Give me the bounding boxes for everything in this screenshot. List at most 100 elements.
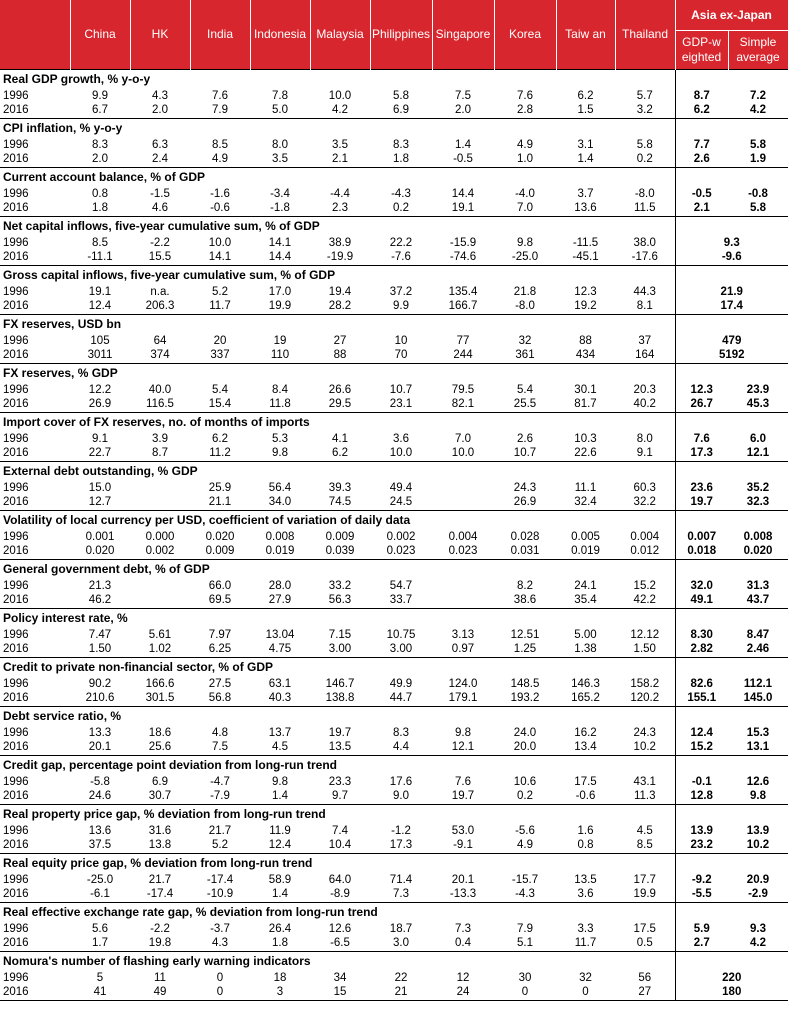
cell-thailand: 0.004 — [630, 530, 660, 543]
cell-india: 5.2 — [212, 839, 228, 852]
table-row: 2016 2.0 2.4 4.9 3.5 2.1 1.8 -0.5 1.0 1.4 0.2 2.6 1.… — [0, 152, 788, 167]
section-title-agg-spacer — [674, 215, 788, 235]
section-header: Net capital inflows, five-year cumulativ… — [0, 215, 788, 235]
cell-hk: 206.3 — [145, 300, 175, 313]
cell-hk: 301.5 — [145, 692, 175, 705]
section-title: Real GDP growth, % y-o-y — [0, 68, 675, 88]
table-row: 2016 6.7 2.0 7.9 5.0 4.2 6.9 2.0 2.8 1.5 3.2 6.2 4.2 — [0, 103, 788, 118]
cell-taiwan: 88 — [579, 334, 592, 347]
cell-taiwan: 19.2 — [574, 300, 597, 313]
cell-gdp-weighted: 2.82 — [674, 642, 728, 657]
table-row: 1996 -25.0 21.7 -17.4 58.9 64.0 71.4 20.1 -15.7 1… — [0, 872, 788, 887]
cell-thailand: 9.1 — [636, 447, 653, 460]
cell-korea: 10.7 — [513, 447, 537, 460]
cell-china: 13.3 — [88, 726, 112, 739]
cell-gdp-weighted: 26.7 — [674, 397, 728, 412]
cell-taiwan: 11.1 — [574, 481, 597, 494]
cell-hk: 21.7 — [148, 873, 172, 886]
cell-philippines: 44.7 — [389, 692, 413, 705]
cell-hk: 3.9 — [152, 432, 168, 445]
row-year: 2016 — [3, 594, 29, 607]
cell-indonesia: 28.0 — [268, 579, 292, 592]
cell-malaysia: 34 — [333, 971, 347, 984]
cell-gdp-weighted: 7.7 — [674, 137, 728, 152]
cell-indonesia: 34.0 — [268, 496, 292, 509]
table-row: 2016 1.7 19.8 4.3 1.8 -6.5 3.0 0.4 5.1 11.7 0.5 2.7… — [0, 936, 788, 951]
table-row: 2016 12.4 206.3 11.7 19.9 28.2 9.9 166.7 -8.0 19.… — [0, 299, 788, 314]
cell-china: 13.6 — [88, 824, 112, 837]
cell-indonesia: 26.4 — [268, 922, 292, 935]
cell-india: 56.8 — [208, 692, 232, 705]
cell-singapore: 179.1 — [448, 692, 478, 705]
row-year: 2016 — [3, 692, 29, 705]
cell-korea: -15.7 — [511, 873, 539, 886]
cell-gdp-weighted: -5.5 — [674, 887, 728, 902]
data-table: China HK India Indonesia Malaysia Philip… — [0, 0, 788, 1001]
cell-korea: 7.6 — [517, 89, 533, 102]
cell-korea: 5.4 — [517, 383, 533, 396]
cell-thailand: 8.1 — [636, 300, 653, 313]
row-year: 1996 — [3, 677, 29, 690]
table-row: 1996 0.001 0.000 0.020 0.008 0.009 0.002 0.004 0… — [0, 529, 788, 544]
cell-gdp-weighted: -0.5 — [674, 186, 728, 201]
cell-hk: -1.5 — [150, 187, 170, 200]
cell-simple-average: 6.0 — [750, 432, 766, 445]
table-row: 1996 8.3 6.3 8.5 8.0 3.5 8.3 1.4 4.9 3.1 5.8 7.7 5.8 — [0, 137, 788, 152]
header-country-india: India — [190, 0, 251, 69]
row-year: 1996 — [3, 873, 29, 886]
cell-hk: n.a. — [150, 285, 170, 298]
cell-indonesia: 13.7 — [268, 726, 292, 739]
cell-korea: 361 — [515, 349, 535, 362]
cell-india: 27.5 — [208, 677, 232, 690]
section-title-agg-spacer — [674, 558, 788, 578]
table-row: 2016 210.6 301.5 56.8 40.3 138.8 44.7 179.1 193.… — [0, 691, 788, 706]
header-simple-average: Simple average — [728, 30, 788, 69]
cell-hk: 31.6 — [148, 824, 172, 837]
header-country-hk: HK — [130, 0, 191, 69]
cell-korea: -4.3 — [515, 888, 535, 901]
section-title-agg-spacer — [674, 901, 788, 921]
header-country-indonesia: Indonesia — [250, 0, 311, 69]
cell-hk: 13.8 — [148, 839, 172, 852]
section-title: External debt outstanding, % GDP — [0, 460, 675, 480]
cell-simple-average: 7.2 — [750, 89, 766, 102]
table-row: 2016 41 49 0 3 15 21 24 0 0 27 180 — [0, 985, 788, 1001]
cell-malaysia: 0.039 — [325, 545, 355, 558]
cell-philippines: 10.0 — [389, 447, 413, 460]
table-row: 1996 8.5 -2.2 10.0 14.1 38.9 22.2 -15.9 9.8 -11.5… — [0, 235, 788, 250]
section-header: Real GDP growth, % y-o-y — [0, 68, 788, 88]
cell-indonesia: 14.1 — [268, 236, 292, 249]
cell-singapore: 19.7 — [451, 790, 475, 803]
cell-simple-average: 5.8 — [750, 202, 766, 215]
cell-thailand: 11.3 — [633, 790, 656, 803]
cell-korea: 1.0 — [517, 153, 533, 166]
cell-india: 337 — [210, 349, 230, 362]
cell-malaysia: 19.4 — [328, 285, 352, 298]
cell-china: 21.3 — [88, 579, 112, 592]
cell-thailand: 3.2 — [636, 104, 653, 117]
cell-malaysia: 28.2 — [328, 300, 352, 313]
cell-thailand: 5.8 — [636, 138, 653, 151]
row-year: 1996 — [3, 187, 29, 200]
cell-gdp-weighted: 23.6 — [674, 480, 728, 495]
row-year: 1996 — [3, 285, 29, 298]
row-year: 2016 — [3, 545, 29, 558]
cell-malaysia: 3.5 — [332, 138, 348, 151]
cell-philippines: 8.3 — [393, 138, 409, 151]
section-title-agg-spacer — [674, 264, 788, 284]
cell-philippines: 70 — [394, 349, 408, 362]
cell-gdp-weighted: 82.6 — [674, 676, 728, 691]
cell-singapore — [432, 495, 494, 510]
cell-simple-average: 9.8 — [750, 790, 766, 803]
section-title-agg-spacer — [674, 803, 788, 823]
cell-gdp-weighted: 0.007 — [674, 529, 728, 544]
table-row: 2016 1.50 1.02 6.25 4.75 3.00 3.00 0.97 1.25 1.38… — [0, 642, 788, 657]
table-row: 2016 12.7 21.1 34.0 74.5 24.5 26.9 32.4 32.2 19.7… — [0, 495, 788, 510]
cell-singapore: 82.1 — [451, 398, 475, 411]
cell-india: 8.5 — [212, 138, 228, 151]
section-header: Credit gap, percentage point deviation f… — [0, 754, 788, 774]
cell-china: 7.47 — [88, 628, 112, 641]
cell-china: 12.7 — [88, 496, 112, 509]
cell-thailand: 4.5 — [636, 824, 653, 837]
cell-simple-average: 0.008 — [743, 530, 773, 543]
